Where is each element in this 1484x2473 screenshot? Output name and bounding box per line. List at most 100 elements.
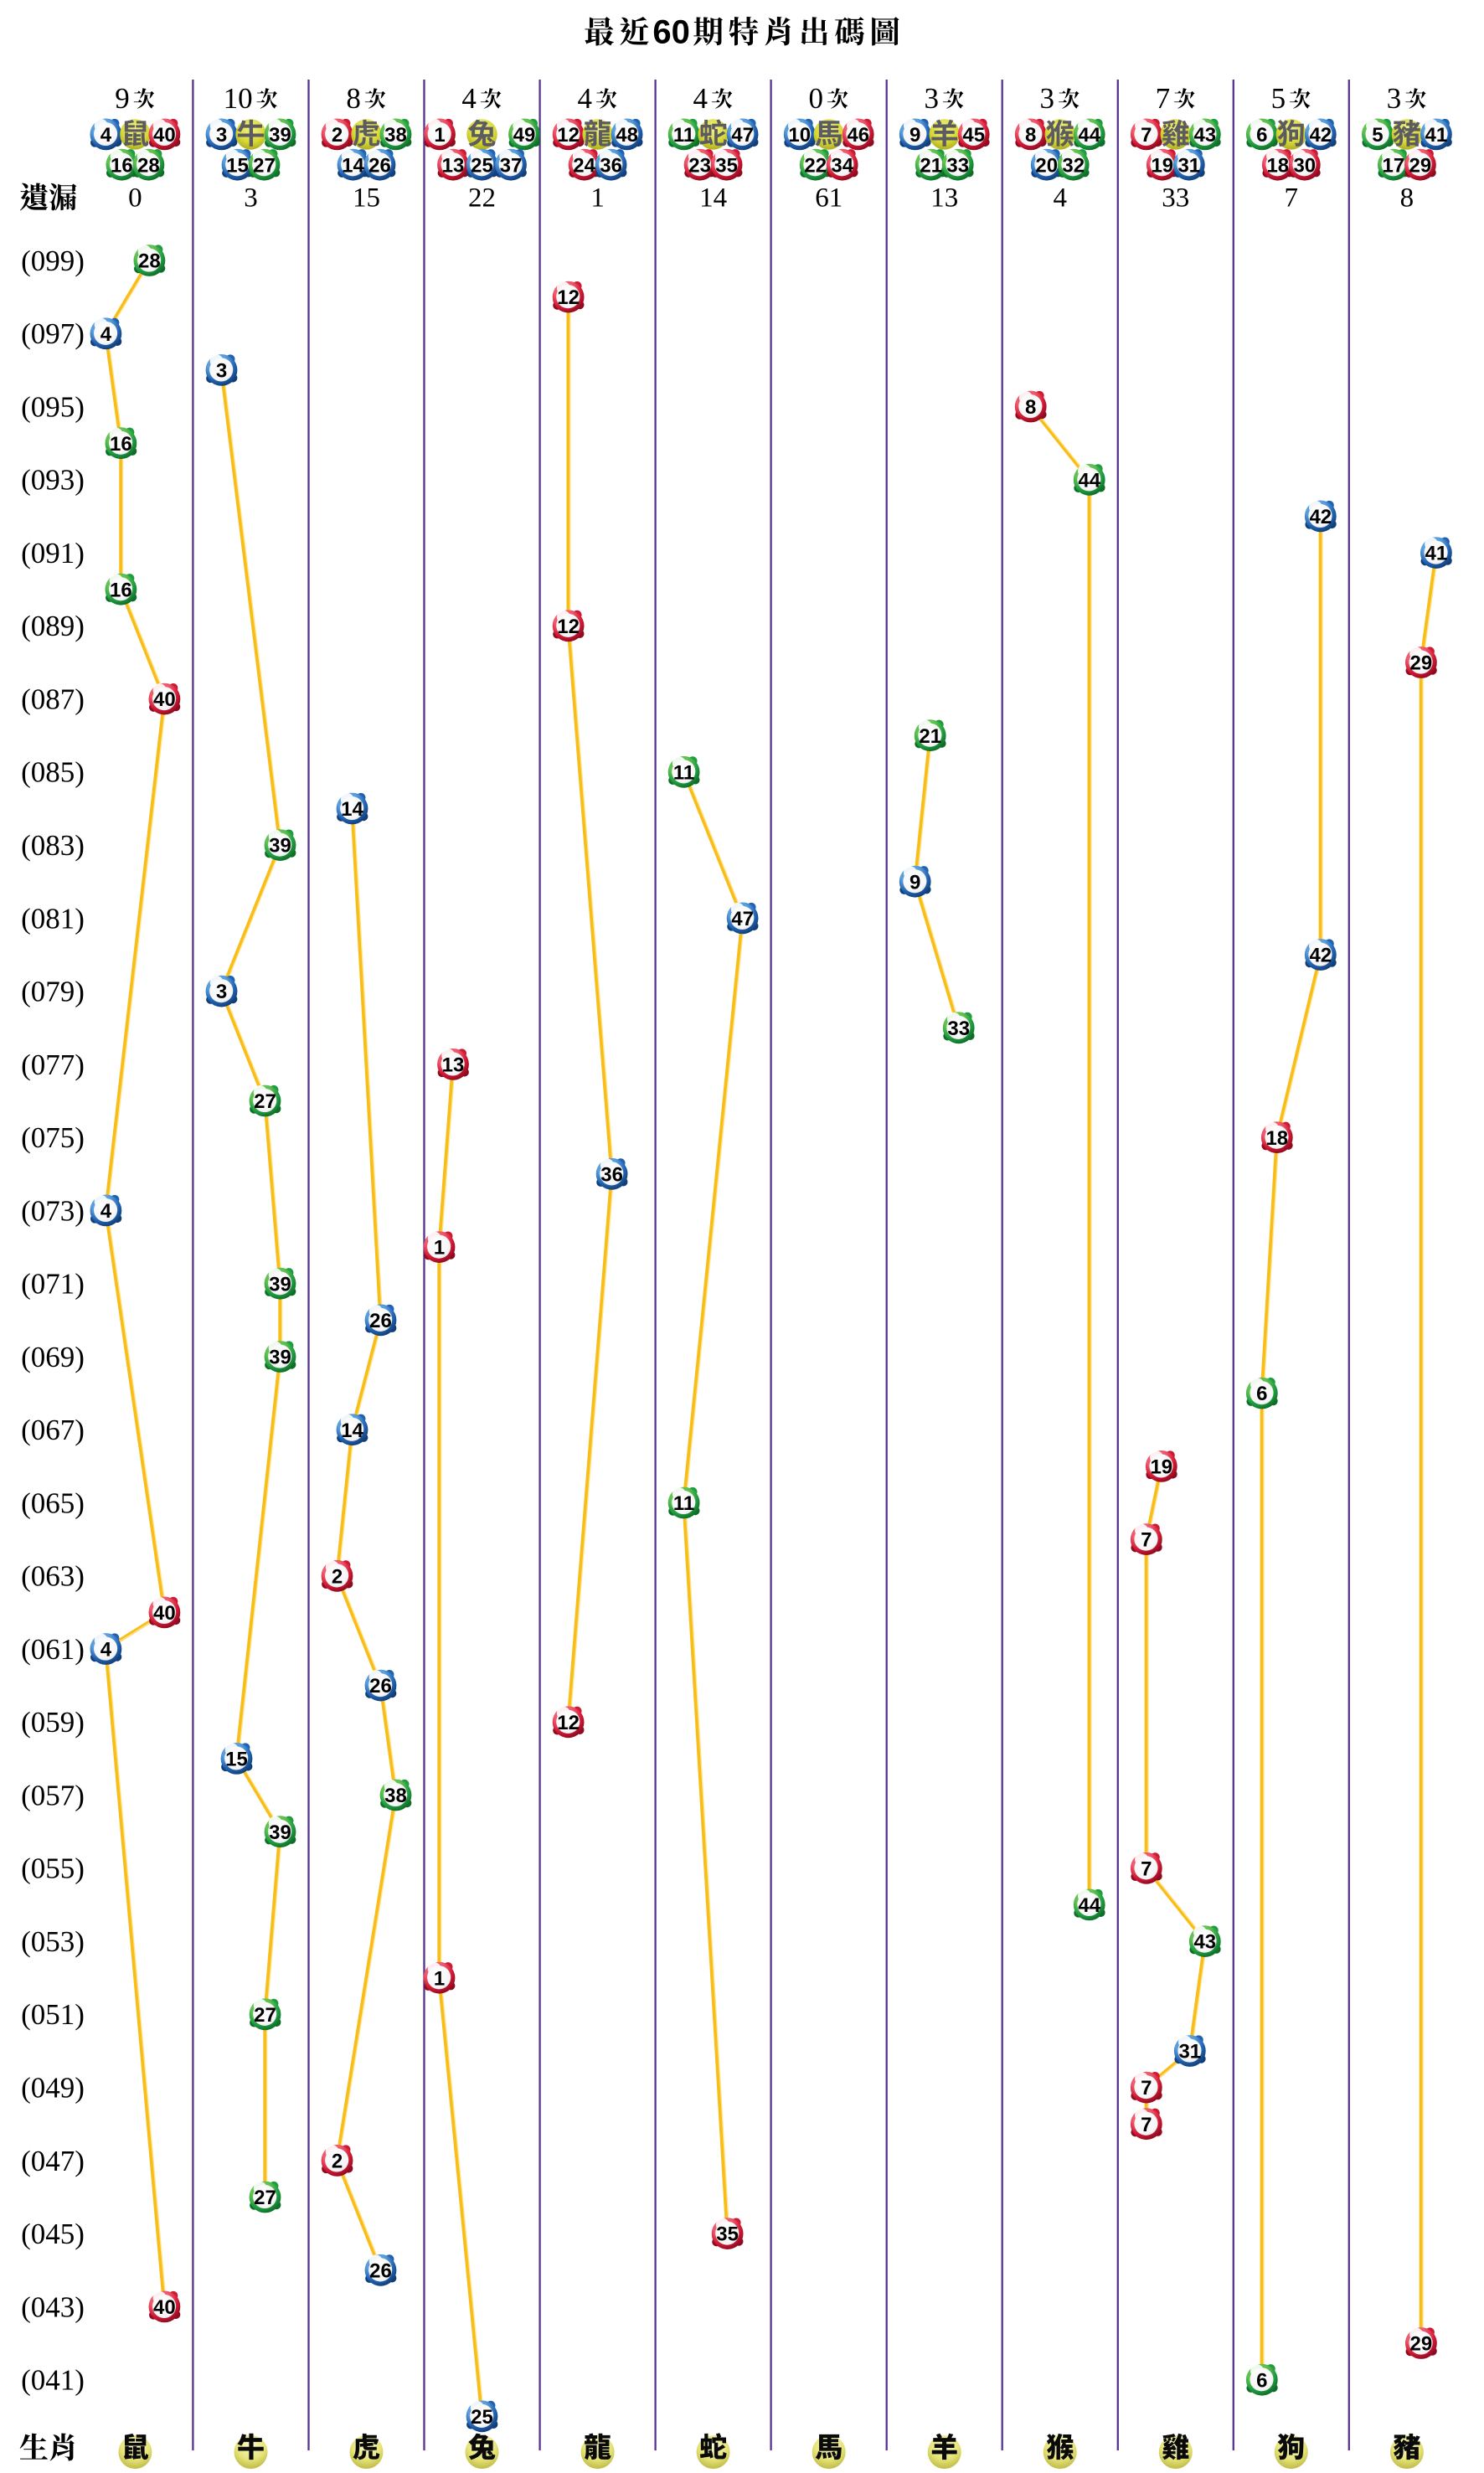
- svg-text:40: 40: [153, 1602, 176, 1625]
- svg-text:11: 11: [673, 1492, 694, 1515]
- svg-text:7: 7: [1156, 82, 1171, 115]
- svg-text:8: 8: [1025, 124, 1036, 147]
- svg-text:3: 3: [1040, 82, 1055, 115]
- svg-text:1: 1: [434, 124, 445, 147]
- svg-text:9: 9: [115, 82, 130, 115]
- svg-text:21: 21: [920, 154, 942, 177]
- svg-text:15: 15: [226, 154, 249, 177]
- svg-text:33: 33: [1162, 183, 1189, 214]
- svg-text:8: 8: [1025, 396, 1036, 419]
- svg-text:16: 16: [110, 579, 132, 601]
- svg-text:(067): (067): [21, 1414, 85, 1446]
- svg-text:17: 17: [1383, 154, 1405, 177]
- svg-text:(081): (081): [21, 902, 85, 935]
- svg-text:30: 30: [1293, 154, 1316, 177]
- svg-text:4: 4: [100, 124, 112, 147]
- svg-text:33: 33: [946, 154, 969, 177]
- svg-text:4: 4: [100, 1639, 112, 1662]
- svg-text:9: 9: [909, 124, 920, 147]
- svg-text:13: 13: [930, 183, 958, 214]
- svg-text:36: 36: [600, 1163, 623, 1186]
- svg-text:19: 19: [1151, 154, 1173, 177]
- svg-text:46: 46: [847, 124, 869, 147]
- svg-text:16: 16: [111, 154, 133, 177]
- svg-text:40: 40: [153, 2296, 176, 2319]
- svg-text:6: 6: [1256, 1383, 1267, 1405]
- svg-text:31: 31: [1177, 154, 1200, 177]
- svg-text:26: 26: [368, 154, 391, 177]
- svg-text:42: 42: [1309, 124, 1332, 147]
- svg-text:(071): (071): [21, 1268, 85, 1301]
- svg-text:26: 26: [369, 2259, 392, 2282]
- svg-text:60: 60: [652, 14, 690, 51]
- svg-text:(059): (059): [21, 1706, 85, 1739]
- svg-text:22: 22: [804, 154, 827, 177]
- svg-text:32: 32: [1062, 154, 1085, 177]
- svg-text:(083): (083): [21, 829, 85, 862]
- svg-text:14: 14: [699, 183, 727, 214]
- svg-text:47: 47: [731, 124, 754, 147]
- svg-text:11: 11: [673, 761, 694, 784]
- svg-text:12: 12: [557, 286, 580, 309]
- svg-text:31: 31: [1178, 2041, 1201, 2063]
- svg-text:6: 6: [1256, 2369, 1267, 2392]
- svg-text:25: 25: [471, 154, 493, 177]
- svg-text:3: 3: [244, 183, 258, 214]
- svg-text:1: 1: [590, 183, 605, 214]
- svg-text:24: 24: [573, 154, 595, 177]
- svg-text:15: 15: [353, 183, 380, 214]
- svg-text:5: 5: [1372, 124, 1383, 147]
- svg-text:1: 1: [434, 1967, 445, 1990]
- svg-text:28: 28: [137, 154, 160, 177]
- svg-text:(091): (091): [21, 537, 85, 569]
- svg-text:47: 47: [731, 908, 754, 930]
- svg-text:22: 22: [468, 183, 496, 214]
- svg-text:34: 34: [831, 154, 853, 177]
- svg-text:(097): (097): [21, 317, 85, 350]
- svg-text:43: 43: [1193, 1931, 1216, 1954]
- svg-text:42: 42: [1309, 945, 1332, 967]
- svg-text:2: 2: [332, 2151, 343, 2173]
- svg-text:41: 41: [1425, 543, 1448, 565]
- svg-text:4: 4: [100, 323, 112, 346]
- svg-text:20: 20: [1035, 154, 1058, 177]
- svg-text:38: 38: [384, 1785, 407, 1807]
- svg-text:14: 14: [342, 154, 364, 177]
- svg-text:(073): (073): [21, 1194, 85, 1227]
- svg-text:(089): (089): [21, 610, 85, 642]
- svg-text:23: 23: [688, 154, 711, 177]
- svg-text:44: 44: [1078, 124, 1100, 147]
- svg-text:18: 18: [1265, 1127, 1288, 1150]
- svg-text:0: 0: [809, 82, 824, 115]
- svg-text:7: 7: [1141, 1529, 1152, 1552]
- svg-text:8: 8: [1400, 183, 1414, 214]
- svg-text:(063): (063): [21, 1560, 85, 1593]
- svg-text:(047): (047): [21, 2145, 85, 2177]
- svg-text:(041): (041): [21, 2364, 85, 2397]
- svg-text:28: 28: [138, 250, 161, 273]
- svg-text:(099): (099): [21, 245, 85, 277]
- svg-text:(069): (069): [21, 1341, 85, 1373]
- svg-text:(051): (051): [21, 1998, 85, 2031]
- svg-text:5: 5: [1271, 82, 1286, 115]
- svg-text:29: 29: [1409, 154, 1432, 177]
- svg-text:3: 3: [216, 124, 227, 147]
- svg-text:(079): (079): [21, 976, 85, 1008]
- svg-text:13: 13: [442, 154, 465, 177]
- svg-text:15: 15: [225, 1749, 248, 1771]
- svg-text:4: 4: [577, 82, 592, 115]
- svg-text:35: 35: [716, 2223, 739, 2246]
- svg-text:39: 39: [269, 124, 291, 147]
- svg-text:(043): (043): [21, 2290, 85, 2323]
- svg-text:(095): (095): [21, 390, 85, 423]
- svg-text:13: 13: [442, 1054, 465, 1077]
- svg-text:27: 27: [254, 2187, 276, 2209]
- svg-text:3: 3: [1387, 82, 1402, 115]
- svg-text:7: 7: [1141, 2114, 1152, 2136]
- svg-text:45: 45: [962, 124, 985, 147]
- svg-text:11: 11: [673, 124, 694, 147]
- svg-text:39: 39: [269, 835, 291, 858]
- svg-text:27: 27: [254, 2004, 276, 2027]
- svg-text:18: 18: [1266, 154, 1289, 177]
- svg-text:8: 8: [346, 82, 361, 115]
